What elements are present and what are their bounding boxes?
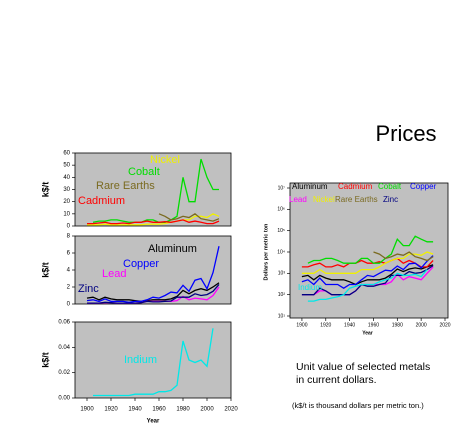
x-tick-label: 1900 [296, 322, 307, 328]
legend-label: Indium [124, 354, 157, 366]
y-tick-label: 40 [63, 175, 70, 181]
series-line [301, 264, 434, 286]
series-line [87, 213, 220, 226]
plot-area [74, 235, 232, 305]
legend-label: Rare Earths [96, 180, 155, 192]
series-line [93, 328, 214, 397]
legend-label: Aluminum [292, 182, 328, 191]
y-tick-label: 0.00 [58, 396, 70, 402]
x-tick-label: 2000 [200, 407, 214, 413]
y-axis-label: k$/t [40, 262, 50, 278]
legend-label: Cadmium [78, 195, 125, 207]
x-axis-label: Year [147, 419, 160, 425]
caption-line: Unit value of selected metals [296, 361, 430, 373]
series-line [92, 158, 219, 223]
y-tick-label: 10¹ [278, 313, 286, 319]
series-line [86, 246, 220, 303]
series-line [301, 255, 434, 289]
x-tick-label: 1920 [104, 407, 118, 413]
x-tick-label: 1960 [152, 407, 166, 413]
x-axis-label: Year [362, 330, 373, 336]
y-tick-label: 10⁵ [277, 228, 285, 234]
x-tick-label: 1960 [368, 322, 379, 328]
legend-label: Cobalt [378, 182, 402, 191]
x-tick-label: 1940 [344, 322, 355, 328]
y-tick-label: 10³ [278, 271, 286, 277]
y-axis-label: k$/t [40, 352, 50, 368]
legend-label: Aluminum [148, 243, 197, 255]
series-line [307, 235, 434, 264]
y-tick-label: 2 [67, 285, 71, 291]
legend-label: Zinc [383, 195, 398, 204]
y-tick-label: 10⁷ [278, 185, 286, 191]
series-line [158, 213, 220, 222]
y-tick-label: 8 [67, 234, 71, 240]
y-tick-label: 60 [63, 151, 70, 157]
legend-label: Nickel [313, 195, 335, 204]
x-tick-label: 2020 [224, 407, 238, 413]
x-tick-label: 1920 [320, 322, 331, 328]
series-line [301, 257, 434, 268]
y-axis-label: Dollars per metric ton [263, 223, 269, 280]
x-tick-label: 1940 [128, 407, 142, 413]
legend-label: Nickel [150, 154, 180, 166]
y-tick-label: 0.02 [58, 370, 70, 376]
series-line [87, 283, 220, 304]
x-tick-label: 2020 [439, 322, 450, 328]
x-tick-label: 1900 [80, 407, 94, 413]
legend-label: Copper [123, 258, 159, 270]
y-tick-label: 30 [63, 187, 70, 193]
y-tick-label: 20 [63, 199, 70, 205]
y-tick-label: 10⁶ [277, 207, 285, 213]
y-tick-label: 10⁴ [277, 249, 285, 255]
y-tick-label: 50 [63, 163, 70, 169]
plot-area [74, 152, 232, 227]
x-tick-label: 1980 [176, 407, 190, 413]
series-line [373, 251, 434, 262]
series-line [307, 269, 428, 302]
y-tick-label: 0.06 [58, 320, 70, 326]
x-tick-label: 1980 [392, 322, 403, 328]
legend-label: Lead [102, 268, 126, 280]
legend-label: Lead [289, 195, 307, 204]
series-line [86, 282, 220, 303]
legend-label: Rare Earths [335, 195, 378, 204]
plot-area [74, 321, 232, 399]
series-line [87, 219, 220, 225]
plot-area [289, 182, 449, 319]
footnote: (k$/t is thousand dollars per metric ton… [292, 401, 424, 410]
y-tick-label: 0 [67, 224, 71, 230]
legend-label: Zinc [78, 283, 99, 295]
y-tick-label: 0.04 [58, 345, 70, 351]
legend-label: Indium [298, 283, 322, 292]
x-tick-label: 2000 [416, 322, 427, 328]
series-line [301, 265, 434, 296]
y-axis-label: k$/t [40, 182, 50, 198]
legend-label: Copper [410, 182, 437, 191]
y-tick-label: 10² [278, 292, 286, 298]
y-tick-label: 10 [63, 211, 70, 217]
y-tick-label: 4 [67, 268, 71, 274]
caption-line: in current dollars. [296, 374, 377, 386]
legend-label: Cadmium [338, 182, 373, 191]
y-tick-label: 0 [67, 302, 71, 308]
slide-title: Prices [375, 121, 436, 146]
legend-label: Cobalt [128, 166, 160, 178]
y-tick-label: 6 [67, 251, 71, 257]
